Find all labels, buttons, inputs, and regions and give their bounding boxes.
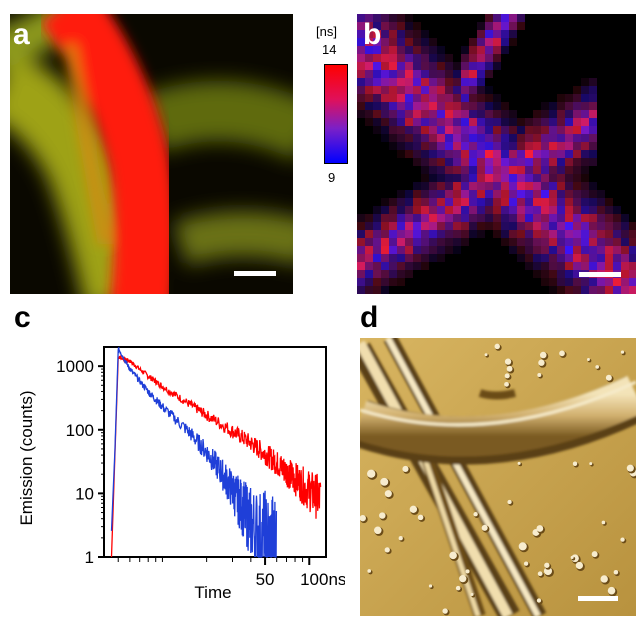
- colorbar-min-label: 9: [328, 170, 336, 185]
- panel-b-lifetime-map: [357, 14, 636, 294]
- x-tick-label: 50: [256, 570, 275, 589]
- panel-d-afm-image: [360, 338, 636, 616]
- panel-label-b: b: [363, 18, 382, 51]
- panel-a-fluorescence: [10, 14, 293, 294]
- y-tick-label: 1000: [56, 357, 94, 376]
- series-line-2: [110, 346, 278, 558]
- colorbar-max-label: 14: [322, 42, 337, 57]
- series-line-1: [110, 354, 322, 558]
- panel-c-decay-chart: 1 10 100 1000 50 100ns Emission (counts) Tim…: [17, 346, 345, 602]
- scale-bar: [578, 596, 618, 601]
- colorbar-unit: [ns]: [316, 24, 337, 39]
- scale-bar: [234, 271, 276, 276]
- y-tick-label: 100: [66, 421, 94, 440]
- y-axis-label: Emission (counts): [17, 390, 36, 525]
- panel-d-afm-relief: [360, 338, 636, 616]
- y-tick-label: 10: [75, 484, 94, 503]
- panel-label-d: d: [360, 301, 379, 334]
- panel-label-c: c: [14, 301, 31, 334]
- panel-b-image: [357, 14, 636, 294]
- panel-a-image: [10, 14, 293, 294]
- scale-bar: [579, 272, 621, 277]
- y-tick-label: 1: [85, 548, 94, 567]
- x-axis-label: Time: [194, 583, 231, 602]
- x-tick-label: 100ns: [300, 570, 345, 589]
- colorbar: [324, 64, 348, 164]
- panel-label-a: a: [13, 18, 30, 51]
